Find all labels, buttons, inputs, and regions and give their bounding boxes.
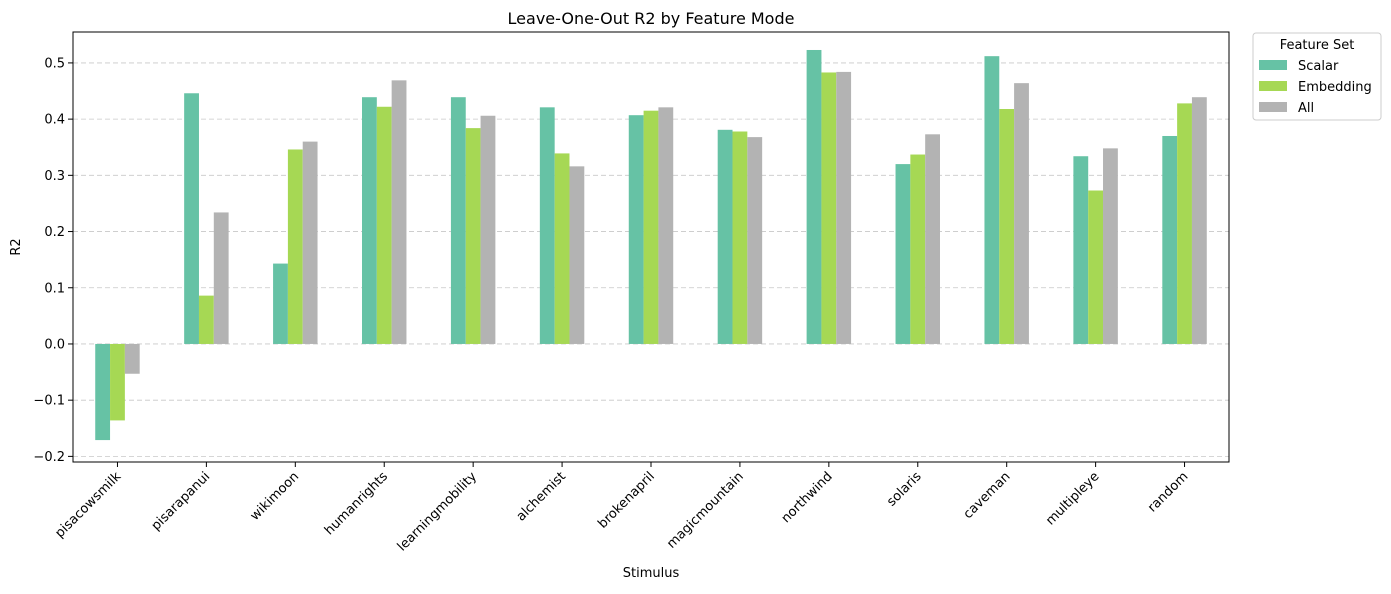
x-tick-label: magicmountain [664,469,746,551]
x-tick-label: pisarapanui [149,469,214,534]
legend-box [1252,32,1382,121]
bar [1103,148,1118,344]
bar [658,107,674,344]
bar [984,56,1000,344]
legend-swatch [1259,81,1287,91]
chart-title: Leave-One-Out R2 by Feature Mode [508,9,795,28]
bar [124,343,140,374]
bar [821,72,837,344]
y-tick-label: 0.5 [44,56,65,71]
bar [391,80,407,344]
bar [1191,97,1207,344]
bar [643,110,659,344]
x-tick-label: learningmobility [395,469,480,554]
x-tick-label: pisacowsmilk [52,469,124,541]
bar [1162,135,1178,344]
bar [569,166,585,344]
x-tick-label: caveman [961,469,1014,522]
bar [747,137,763,344]
bar [450,97,466,344]
bar [95,343,111,441]
bar [1177,103,1192,344]
bar [895,164,911,344]
bar [198,295,214,344]
x-axis-label: Stimulus [623,566,680,581]
bar [480,115,496,344]
bar [287,149,303,344]
y-axis-label: R2 [9,238,24,255]
bar [273,263,288,344]
x-tick-label: random [1145,469,1191,515]
bar [1073,156,1089,344]
bar [302,141,318,344]
bar [213,212,229,344]
legend-swatch [1259,60,1287,70]
legend-label: All [1298,101,1314,116]
bar [910,154,926,344]
x-tick-label: wikimoon [248,469,303,524]
bar [925,134,940,344]
bar [184,93,199,344]
bars [95,49,1207,441]
bar [999,109,1015,344]
x-tick-label: brokenapril [595,469,657,531]
y-tick-label: 0.0 [44,337,65,352]
y-axis: −0.2 −0.1 0.0 0.1 0.2 0.3 0.4 0.5 [33,56,73,465]
x-tick-label: solaris [884,469,924,509]
bar [554,153,570,344]
y-tick-label: 0.3 [44,169,65,184]
bar [1014,83,1029,344]
y-tick-label: 0.2 [44,225,65,240]
x-tick-label: northwind [779,469,836,526]
bar [732,131,748,344]
bar [376,106,392,344]
y-tick-label: 0.4 [44,113,65,128]
x-tick-label: multipleye [1043,469,1102,528]
bar [1088,190,1104,344]
legend-label: Embedding [1298,80,1372,95]
y-tick-label: −0.2 [33,450,65,465]
x-tick-label: humanrights [322,469,391,538]
legend-title: Feature Set [1280,38,1355,53]
legend-swatch [1259,102,1287,112]
bar [628,115,644,344]
bar [465,128,481,344]
bar [362,97,377,344]
bar [539,107,555,344]
y-tick-label: −0.1 [33,394,65,409]
bar [836,71,852,344]
bar [717,129,733,344]
bar [806,49,822,344]
x-axis: pisacowsmilk pisarapanui wikimoon humanrigh… [52,462,1191,554]
y-tick-label: 0.1 [44,281,65,296]
legend-label: Scalar [1298,59,1339,74]
bar [110,343,125,421]
x-tick-label: alchemist [514,469,569,524]
legend: Feature Set Scalar Embedding All [1252,32,1382,121]
